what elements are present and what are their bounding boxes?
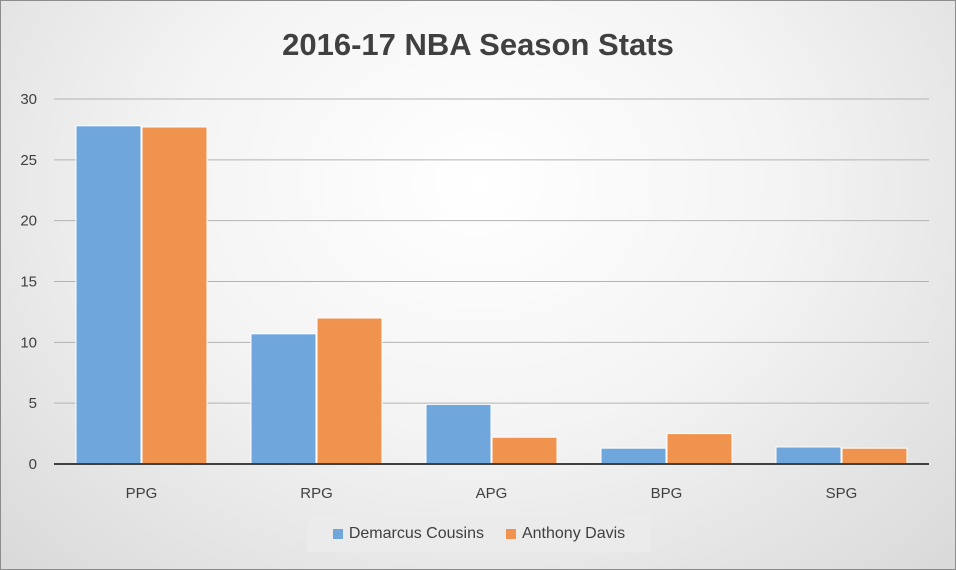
legend-swatch [332,529,343,539]
chart-title: 2016-17 NBA Season Stats [282,27,674,62]
legend-swatch [505,529,516,539]
x-tick-label: BPG [651,485,683,502]
y-tick-label: 0 [29,456,37,473]
bar-anthony-davis-bpg [666,433,733,465]
y-tick-label: 20 [20,213,37,230]
legend-label: Demarcus Cousins [348,525,484,542]
y-tick-label: 5 [29,395,37,412]
bar-demarcus-cousins-ppg [75,125,142,465]
bar-demarcus-cousins-apg [425,403,492,465]
x-tick-label: RPG [300,485,333,502]
legend-entry: Demarcus Cousins [332,525,484,543]
x-tick-label: APG [476,485,508,502]
bar-demarcus-cousins-bpg [600,447,667,465]
bar-anthony-davis-apg [491,436,558,465]
x-tick-label: PPG [126,485,158,502]
y-tick-label: 15 [20,274,37,291]
bar-anthony-davis-spg [841,447,908,465]
legend-entry: Anthony Davis [505,525,626,543]
legend-label: Anthony Davis [521,525,626,542]
x-tick-label: SPG [826,485,858,502]
bar-demarcus-cousins-rpg [250,333,317,465]
y-tick-label: 30 [20,91,37,108]
y-tick-label: 25 [20,152,37,169]
chart-legend: Demarcus Cousins Anthony Davis [307,516,651,552]
bar-anthony-davis-rpg [316,317,383,465]
bar-anthony-davis-ppg [141,126,208,465]
bar-demarcus-cousins-spg [775,446,842,465]
y-tick-label: 10 [20,334,37,351]
